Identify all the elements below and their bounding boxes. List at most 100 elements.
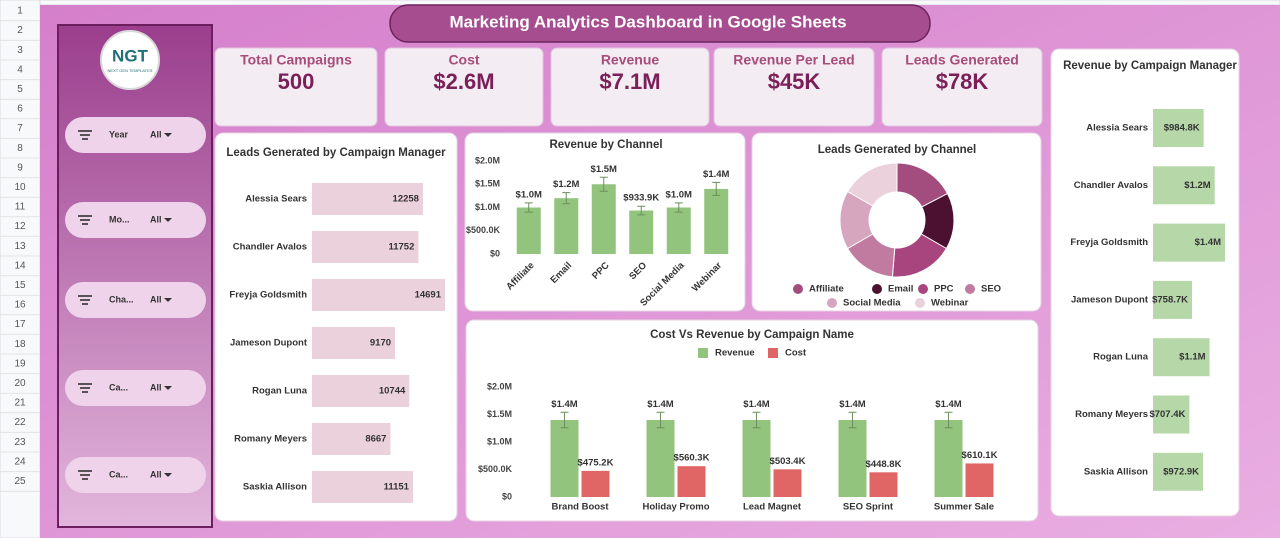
- kpi-value: $7.1M: [599, 69, 660, 94]
- legend-swatch: [915, 298, 925, 308]
- bar: [312, 375, 410, 407]
- sidebar: [57, 24, 213, 528]
- kpi-label: Cost: [448, 52, 479, 68]
- row-number: 13: [14, 241, 26, 252]
- y-tick-label: $1.5M: [475, 179, 500, 189]
- value-label: $1.4M: [743, 399, 769, 410]
- value-label: $610.1K: [962, 450, 998, 461]
- bar: [591, 184, 616, 254]
- row-number: 12: [14, 221, 26, 232]
- value-label: $1.4M: [647, 399, 673, 410]
- bar: [312, 471, 413, 503]
- row-number: 20: [14, 378, 26, 389]
- bar: [1153, 109, 1204, 147]
- bar: [1153, 452, 1204, 491]
- kpi-label: Leads Generated: [905, 52, 1019, 68]
- row-number: 14: [14, 260, 26, 271]
- dropdown-arrow: [164, 298, 172, 302]
- filter-pill[interactable]: [65, 117, 206, 153]
- x-tick-label: Brand Boost: [552, 502, 610, 513]
- filter-pill[interactable]: [65, 282, 206, 318]
- category-label: Freyja Goldsmith: [1070, 237, 1148, 248]
- x-tick-label: Holiday Promo: [642, 502, 709, 513]
- value-label: 9170: [370, 338, 391, 349]
- kpi-card: [550, 47, 710, 127]
- chart-title: Leads Generated by Campaign Manager: [226, 147, 446, 159]
- row-number: 5: [17, 84, 23, 95]
- y-tick-label: $500.0K: [478, 464, 513, 474]
- bar: [934, 420, 963, 497]
- category-label: Chandler Avalos: [1074, 180, 1148, 191]
- row-number: 15: [14, 280, 26, 291]
- category-label: Jameson Dupont: [230, 338, 308, 349]
- bar: [312, 183, 423, 215]
- row-number: 7: [17, 123, 23, 134]
- row-number: 10: [14, 182, 26, 193]
- row-number: 18: [14, 339, 26, 350]
- legend-swatch: [965, 284, 975, 294]
- error-bar: [848, 411, 857, 429]
- value-label: 10744: [379, 386, 406, 397]
- row-number: 17: [14, 319, 26, 330]
- kpi-card: [881, 47, 1043, 127]
- filter-value: All: [150, 469, 162, 479]
- filter-pill[interactable]: [65, 202, 206, 238]
- legend-swatch: [768, 348, 778, 358]
- logo-text: NGT: [112, 46, 149, 65]
- legend-label: Email: [888, 284, 913, 295]
- category-label: Alessia Sears: [245, 194, 307, 205]
- filter-label: Ca...: [109, 469, 128, 479]
- y-tick-label: $1.5M: [487, 409, 512, 419]
- value-label: 11752: [388, 242, 414, 253]
- chart-title: Leads Generated by Channel: [818, 144, 977, 156]
- chart-title: Revenue by Campaign Manager: [1063, 60, 1237, 72]
- bar: [554, 198, 579, 254]
- y-tick-label: $2.0M: [487, 381, 512, 391]
- row-number: 16: [14, 300, 26, 311]
- value-label: $1.4M: [703, 169, 729, 180]
- bar: [312, 279, 445, 311]
- category-label: Saskia Allison: [1084, 466, 1148, 477]
- filter-value: All: [150, 382, 162, 392]
- bar: [773, 469, 802, 497]
- value-label: $972.9K: [1163, 466, 1199, 477]
- error-bar: [562, 192, 571, 205]
- chart-title: Revenue by Channel: [549, 139, 662, 151]
- logo-tagline: NEXT GEN TEMPLATES: [108, 68, 153, 73]
- row-number: 9: [17, 162, 23, 173]
- bar: [838, 420, 867, 497]
- chart-card: [751, 132, 1042, 312]
- error-bar: [674, 202, 683, 213]
- value-label: $984.8K: [1164, 123, 1200, 134]
- value-label: $1.2M: [553, 179, 579, 190]
- y-tick-label: $0: [490, 248, 500, 258]
- dropdown-arrow: [164, 133, 172, 137]
- bar: [646, 420, 675, 497]
- kpi-label: Total Campaigns: [240, 52, 352, 68]
- row-number: 6: [17, 104, 23, 115]
- value-label: $475.2K: [578, 457, 614, 468]
- error-bar: [656, 411, 665, 429]
- dropdown-arrow: [164, 218, 172, 222]
- legend-swatch: [827, 298, 837, 308]
- row-number: 19: [14, 358, 26, 369]
- error-bar: [637, 205, 646, 216]
- row-number: 4: [17, 64, 23, 75]
- filter-pill[interactable]: [65, 457, 206, 493]
- value-label: $1.0M: [666, 189, 692, 200]
- value-label: $1.4M: [1195, 237, 1221, 248]
- bar: [742, 420, 771, 497]
- value-label: 11151: [384, 482, 410, 493]
- filter-value: All: [150, 129, 162, 139]
- error-bar: [599, 176, 608, 192]
- category-label: Jameson Dupont: [1071, 294, 1149, 305]
- dashboard-title: Marketing Analytics Dashboard in Google …: [449, 12, 846, 31]
- value-label: $1.4M: [935, 399, 961, 410]
- kpi-card: [713, 47, 875, 127]
- category-label: Freyja Goldsmith: [229, 290, 307, 301]
- filter-pill[interactable]: [65, 370, 206, 406]
- bar: [550, 420, 579, 497]
- value-label: $1.2M: [1184, 180, 1210, 191]
- value-label: $933.9K: [623, 193, 659, 204]
